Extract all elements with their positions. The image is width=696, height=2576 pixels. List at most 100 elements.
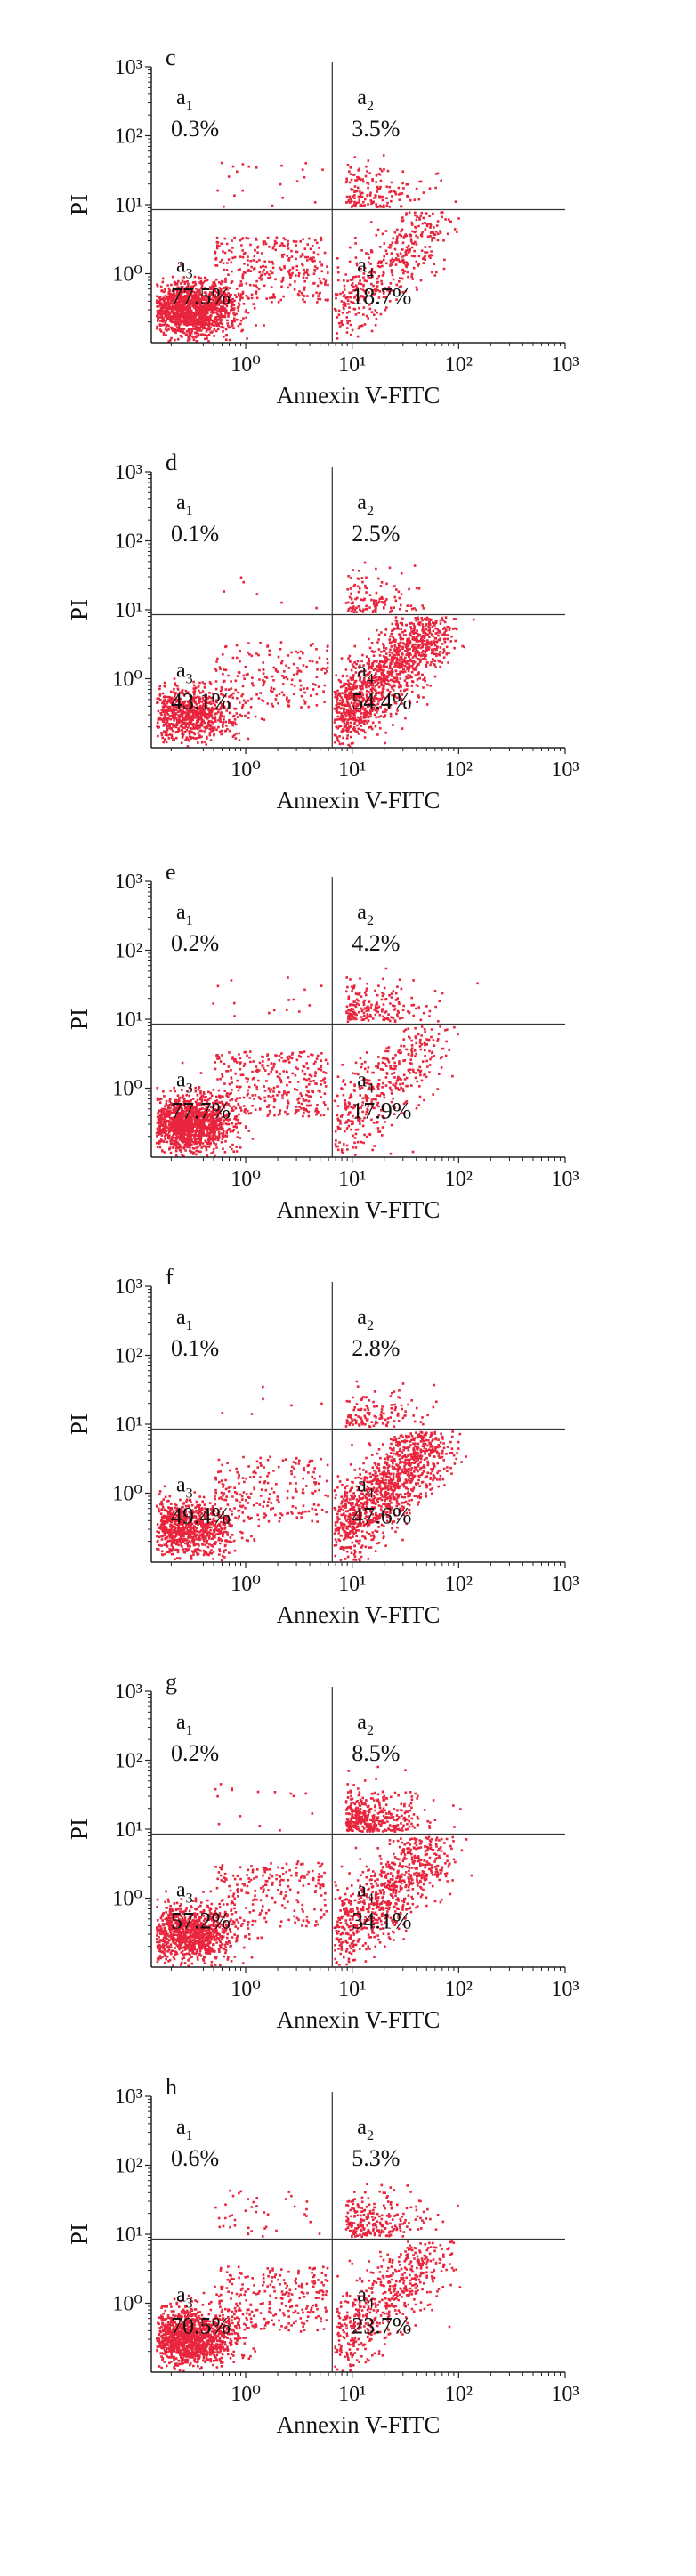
x-tick-label: 10⁰ [231,1978,261,2001]
event-dots [156,154,460,343]
quadrant-name: a2 [357,1306,374,1333]
quadrant-percent: 0.2% [171,930,219,956]
panel-letter: h [166,2074,177,2100]
y-tick-label: 10² [115,1345,142,1368]
x-tick-label: 10¹ [338,2383,366,2406]
quadrant-name: a1 [176,1306,193,1333]
quadrant-label-a2: a23.5% [352,86,400,142]
y-axis-title: PI [66,194,93,215]
flow-panel-g: 10⁰ 10¹ 10² 10³ 10⁰ 10¹ 10² 10³ Annexin V-FITC PI… [66,1669,579,2033]
x-axis-title: Annexin V-FITC [277,2006,441,2033]
quadrant-label-a1: a10.3% [171,86,219,142]
quadrant-name: a3 [176,1473,193,1501]
quadrant-name: a4 [357,1068,374,1096]
event-dots [156,1380,467,1562]
x-tick-label: 10¹ [338,758,366,782]
quadrant-label-a2: a24.2% [352,901,400,956]
x-tick-label: 10⁰ [231,353,261,377]
y-tick-label: 10⁰ [112,263,142,287]
quadrant-percent: 0.1% [171,521,219,547]
quadrant-percent: 77.5% [171,283,231,309]
x-tick-label: 10² [445,2383,473,2406]
quadrant-name: a1 [176,2116,193,2143]
y-tick-label: 10⁰ [112,1483,142,1506]
quadrant-percent: 0.6% [171,2145,219,2171]
quadrant-name: a2 [357,1711,374,1738]
y-tick-label: 10³ [115,56,142,79]
x-tick-label: 10³ [551,2383,579,2406]
x-tick-label: 10¹ [338,1978,366,2001]
quadrant-percent: 18.7% [352,283,411,309]
x-tick-label: 10⁰ [231,758,261,782]
x-tick-label: 10² [445,758,473,782]
quadrant-percent: 47.6% [352,1503,411,1528]
quadrant-label-a1: a10.2% [171,1711,219,1766]
x-tick-label: 10² [445,353,473,377]
quadrant-name: a2 [357,2116,374,2143]
quadrant-name: a1 [176,1711,193,1738]
event-dots [156,561,475,749]
x-tick-label: 10¹ [338,1168,366,1191]
y-tick-label: 10² [115,2155,142,2178]
x-tick-label: 10³ [551,1978,579,2001]
quadrant-label-a1: a10.1% [171,491,219,547]
x-tick-label: 10⁰ [231,2383,261,2406]
y-tick-label: 10³ [115,1276,142,1299]
quadrant-percent: 5.3% [352,2145,400,2171]
x-tick-label: 10³ [551,758,579,782]
quadrant-label-a2: a28.5% [352,1711,400,1766]
panel-letter: f [166,1264,174,1290]
panel-letter: d [166,450,177,475]
quadrant-percent: 2.8% [352,1335,400,1361]
event-dots [156,2183,462,2373]
flow-panel-c: 10⁰ 10¹ 10² 10³ 10⁰ 10¹ 10² 10³ Annexin V-FITC PI… [66,45,579,409]
x-tick-label: 10² [445,1168,473,1191]
x-tick-label: 10³ [551,1573,579,1596]
quadrant-name: a3 [176,659,193,686]
event-points [156,2183,462,2373]
x-axis-title: Annexin V-FITC [277,1601,441,1628]
quadrant-name: a3 [176,1068,193,1096]
y-tick-label: 10³ [115,461,142,484]
y-tick-label: 10³ [115,871,142,894]
y-tick-label: 10¹ [115,1009,142,1032]
event-points [155,967,479,1158]
event-dots [155,967,479,1158]
y-tick-label: 10¹ [115,1414,142,1437]
x-tick-label: 10¹ [338,353,366,377]
y-tick-label: 10⁰ [112,2293,142,2316]
quadrant-percent: 0.3% [171,116,219,142]
quadrant-percent: 54.4% [352,688,411,714]
quadrant-percent: 3.5% [352,116,400,142]
y-axis-title: PI [66,599,93,620]
quadrant-percent: 77.7% [171,1098,231,1123]
flow-panel-f: 10⁰ 10¹ 10² 10³ 10⁰ 10¹ 10² 10³ Annexin V-FITC PI… [66,1264,579,1628]
quadrant-percent: 2.5% [352,521,400,547]
x-tick-label: 10⁰ [231,1168,261,1191]
quadrant-percent: 23.7% [352,2313,411,2338]
y-axis-title: PI [66,1009,93,1030]
x-tick-label: 10² [445,1978,473,2001]
quadrant-percent: 57.2% [171,1908,231,1933]
panel-letter: c [166,45,176,70]
quadrant-percent: 0.2% [171,1740,219,1766]
y-axis-title: PI [66,1819,93,1840]
x-axis-title: Annexin V-FITC [277,2411,441,2438]
panel-letter: g [166,1669,177,1695]
quadrant-percent: 49.4% [171,1503,231,1528]
y-tick-label: 10² [115,531,142,554]
quadrant-label-a1: a10.6% [171,2116,219,2171]
quadrant-percent: 43.1% [171,688,231,714]
panel-letter: e [166,859,176,885]
quadrant-name: a1 [176,86,193,114]
x-tick-label: 10¹ [338,1573,366,1596]
y-tick-label: 10¹ [115,2224,142,2247]
y-tick-label: 10⁰ [112,1888,142,1911]
event-points [156,561,475,749]
